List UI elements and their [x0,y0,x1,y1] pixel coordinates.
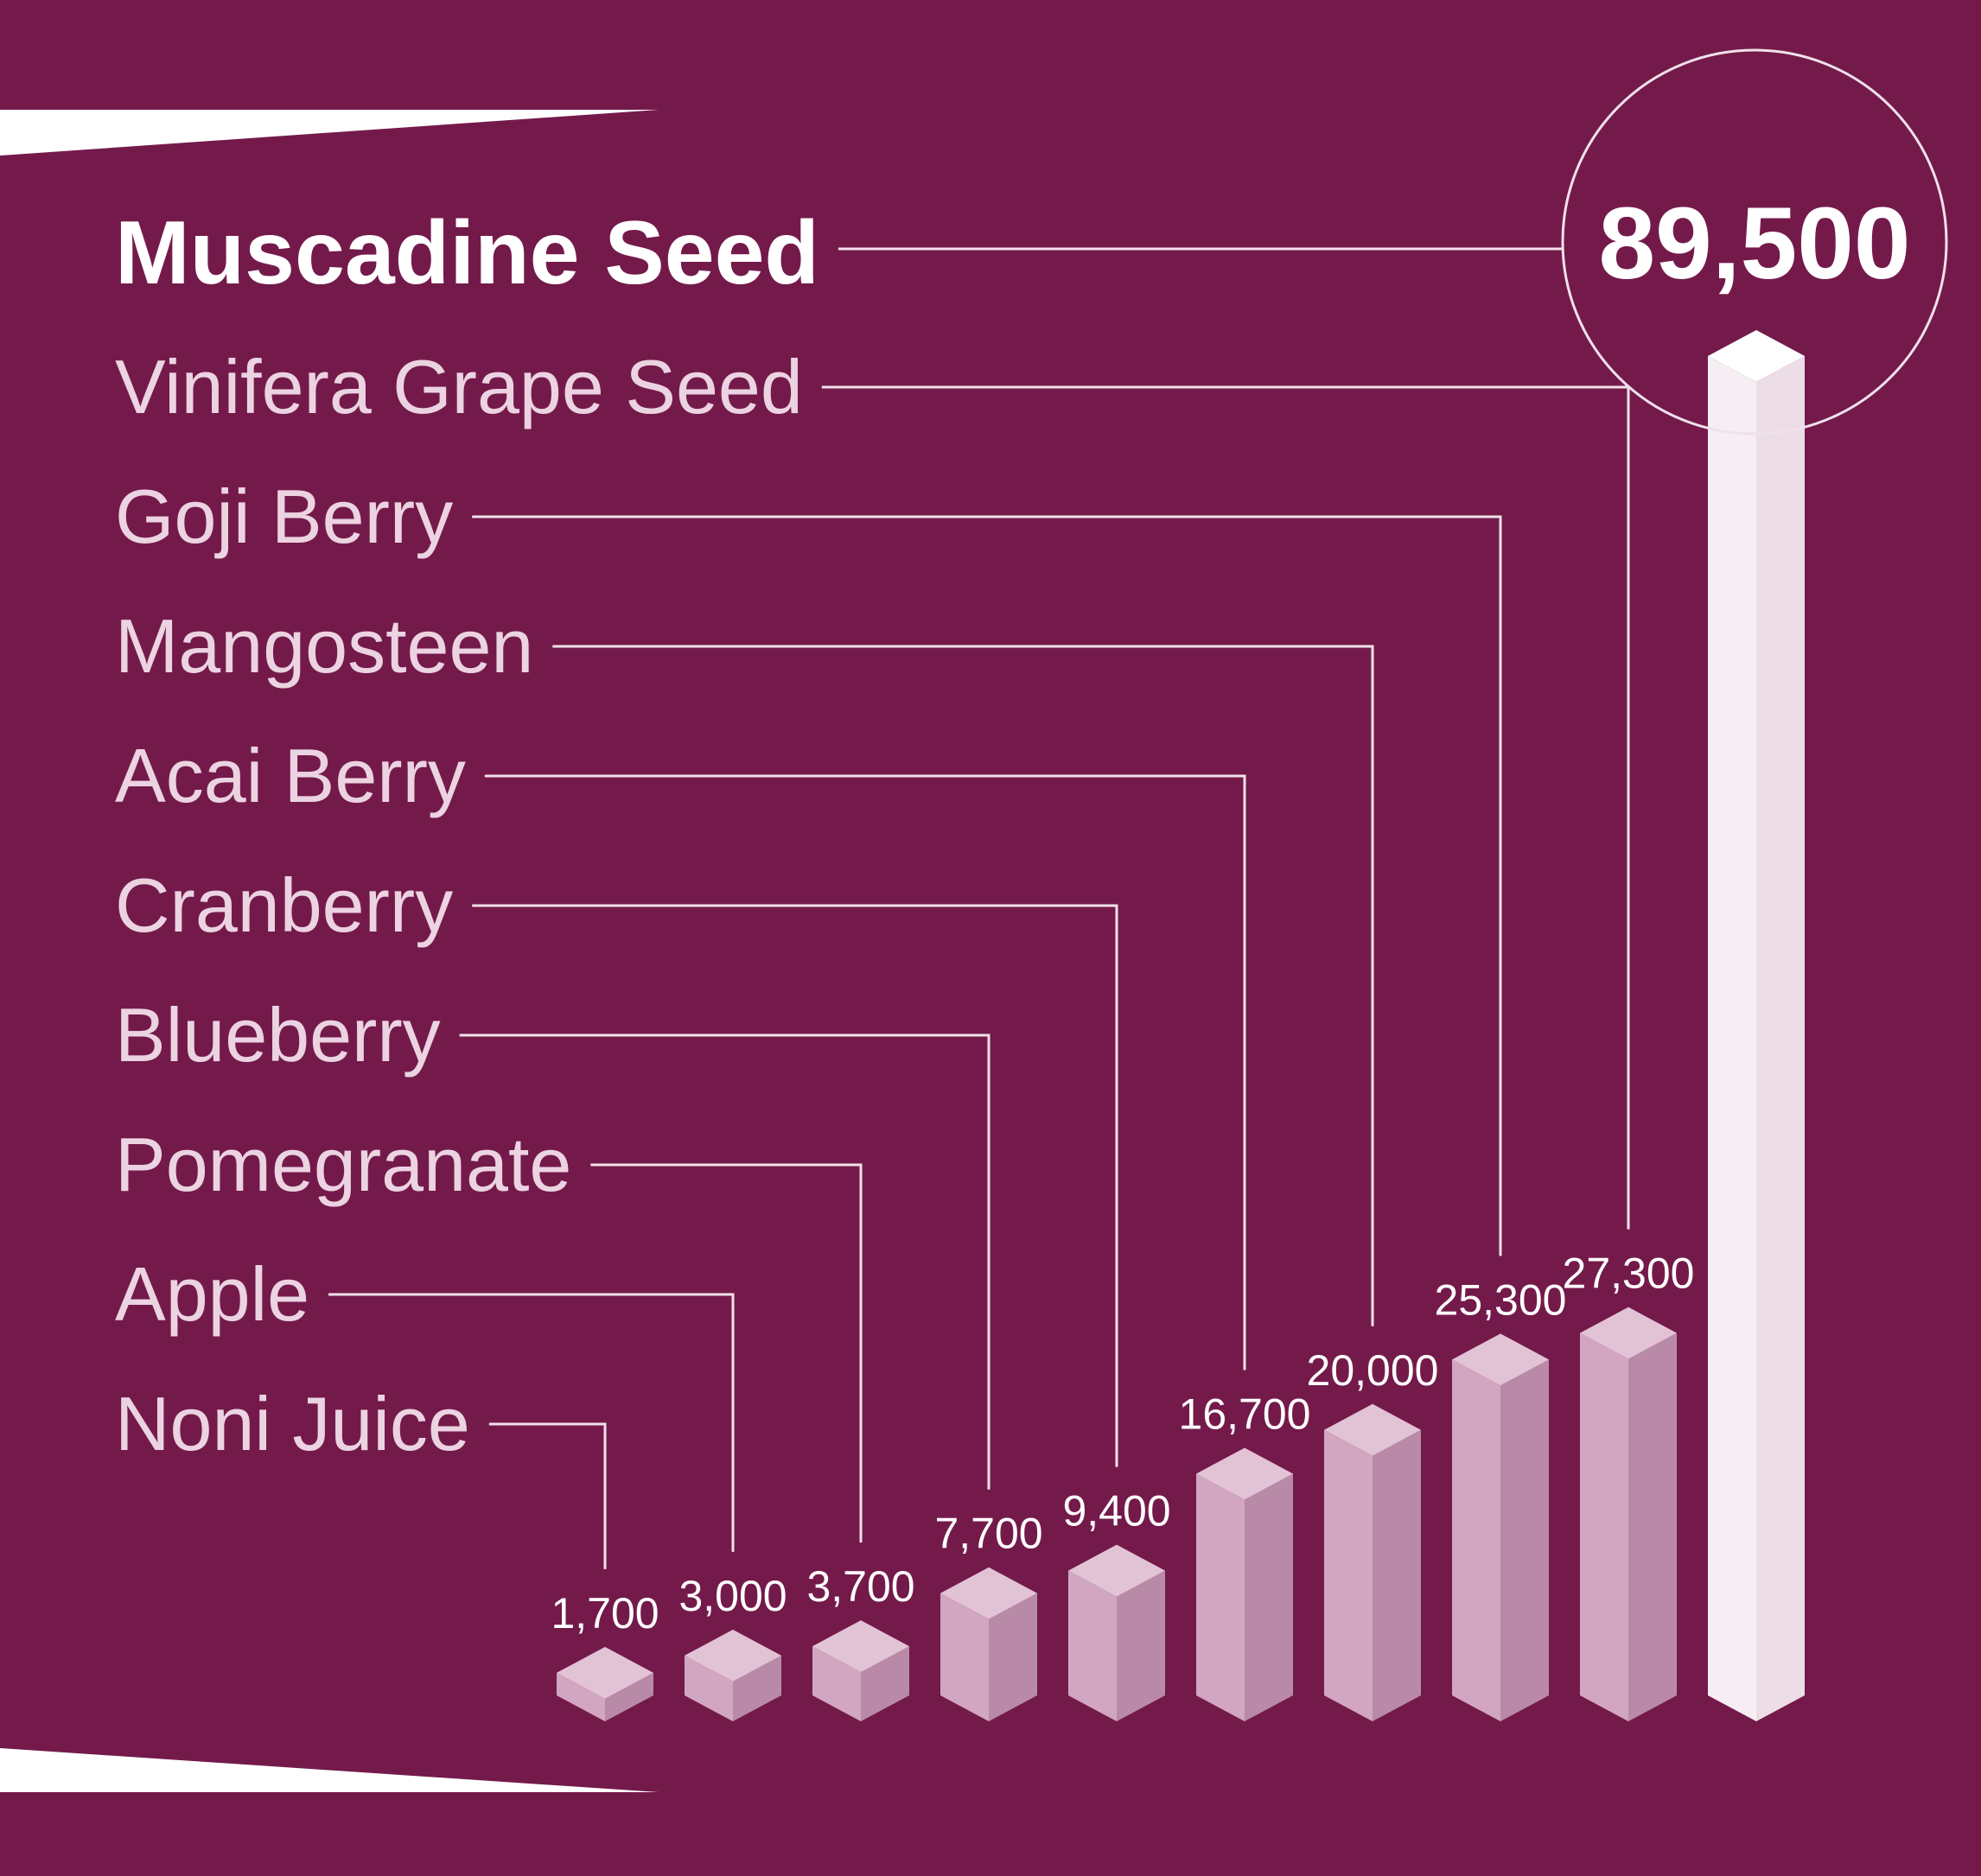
label-goji-berry: Goji Berry [115,474,453,559]
column-apple-top [685,1629,781,1682]
label-vinifera-grape-seed: Vinifera Grape Seed [115,344,803,429]
value-label-pomegranate: 3,700 [806,1562,914,1611]
leader-line-apple [328,1293,735,1552]
leader-line-acai-berry [484,774,1246,1370]
column-vinifera-grape-seed-side [1628,1332,1677,1721]
column-mangosteen-side [1373,1429,1421,1721]
value-label-noni-juice: 1,700 [551,1589,659,1638]
column-cranberry-side [1117,1570,1165,1721]
column-goji-berry-top [1452,1333,1549,1386]
column-acai-berry-top [1196,1447,1293,1500]
leader-line-blueberry [459,1033,990,1490]
column-noni-juice-front [557,1672,605,1721]
column-noni-juice-side [605,1672,653,1721]
leader-line-goji-berry [472,515,1502,1256]
column-cranberry-front [1068,1570,1117,1721]
column-vinifera-grape-seed-top [1580,1307,1677,1359]
column-acai-berry-side [1245,1473,1293,1721]
column-muscadine-seed-side [1756,356,1805,1721]
bottom-wedge-decoration [0,1748,659,1792]
column-blueberry-top [940,1567,1037,1619]
label-apple: Apple [115,1251,309,1337]
label-acai-berry: Acai Berry [115,733,466,818]
column-goji-berry-side [1500,1359,1549,1721]
column-blueberry-side [989,1593,1037,1721]
leader-line-mangosteen [552,645,1374,1326]
column-goji-berry-front [1452,1359,1500,1721]
label-noni-juice: Noni Juice [115,1381,470,1466]
column-apple-side [733,1655,781,1721]
value-label-mangosteen: 20,000 [1307,1346,1439,1395]
label-blueberry: Blueberry [115,992,441,1078]
column-pomegranate-top [812,1620,909,1673]
column-muscadine-seed-top [1708,330,1805,382]
column-apple-front [685,1655,733,1721]
value-label-goji-berry: 25,300 [1435,1275,1567,1324]
column-mangosteen-front [1324,1429,1373,1721]
leader-line-vinifera-grape-seed [821,385,1630,1230]
leader-line-noni-juice [488,1422,607,1569]
column-noni-juice-top [557,1646,653,1699]
highlight-value-circle [1561,48,1948,436]
column-acai-berry-front [1196,1473,1245,1721]
value-label-muscadine-seed: 89,500 [1599,187,1911,301]
column-pomegranate-front [812,1646,861,1721]
value-label-acai-berry: 16,700 [1179,1390,1311,1438]
label-mangosteen: Mangosteen [115,603,533,689]
column-blueberry-front [940,1593,989,1721]
value-label-vinifera-grape-seed: 27,300 [1563,1250,1695,1298]
label-pomegranate: Pomegranate [115,1122,571,1207]
value-label-cranberry: 9,400 [1062,1487,1170,1536]
column-vinifera-grape-seed-front [1580,1332,1628,1721]
column-muscadine-seed-front [1708,356,1756,1721]
value-label-blueberry: 7,700 [934,1510,1042,1558]
value-label-apple: 3,000 [678,1572,787,1620]
top-wedge-decoration [0,110,659,156]
column-mangosteen-top [1324,1403,1421,1456]
column-cranberry-top [1068,1544,1165,1597]
label-cranberry: Cranberry [115,862,453,948]
leader-line-pomegranate [590,1163,863,1543]
label-muscadine-seed: Muscadine Seed [115,203,819,303]
column-pomegranate-side [861,1646,909,1721]
leader-line-cranberry [472,904,1118,1467]
